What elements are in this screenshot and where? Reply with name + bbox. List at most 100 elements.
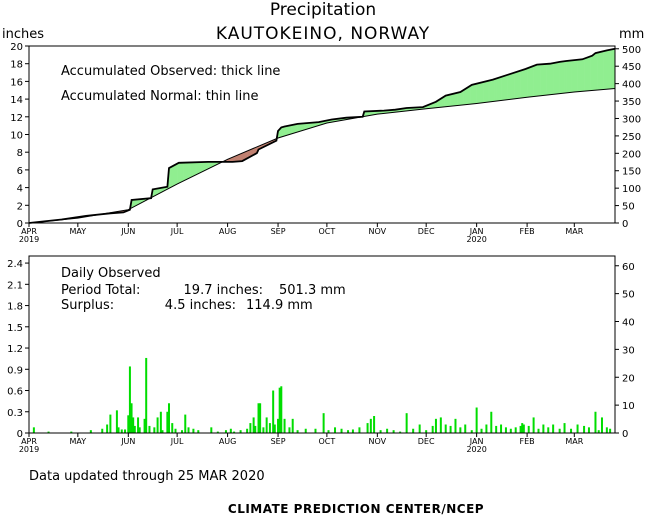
surplus-area <box>405 108 407 112</box>
daily-bar <box>587 427 590 433</box>
surplus-area <box>439 99 442 108</box>
daily-bar <box>537 428 540 433</box>
daily-bar <box>532 417 535 433</box>
accumulated-x-month-label: MAR <box>565 227 583 236</box>
daily-bar <box>464 424 467 433</box>
surplus-area <box>444 96 447 107</box>
surplus-area <box>408 107 411 111</box>
surplus-area <box>308 122 311 129</box>
surplus-area <box>291 125 293 134</box>
surplus-area <box>282 126 285 137</box>
daily-bar <box>600 417 603 433</box>
surplus-area <box>553 62 556 95</box>
surplus-area <box>605 50 608 90</box>
daily-bar <box>210 427 213 433</box>
accumulated-x-year-label: 2020 <box>466 235 486 244</box>
daily-bar <box>399 431 402 433</box>
surplus-area <box>331 119 334 122</box>
surplus-area <box>507 74 510 100</box>
surplus-area <box>431 103 433 109</box>
surplus-area <box>518 70 521 99</box>
daily-bar <box>167 403 170 433</box>
daily-bar <box>106 424 109 433</box>
daily-left-axis: 0 0.3 0.6 0.9 1.2 1.5 1.8 2.1 2.4 <box>7 259 29 440</box>
surplus-area <box>323 120 326 124</box>
accumulated-x-month-label: JUN <box>120 227 135 236</box>
deficit-area <box>266 142 269 146</box>
surplus-area <box>527 68 530 98</box>
surplus-area <box>159 188 162 194</box>
daily-x-month-label: SEP <box>271 437 286 446</box>
daily-bar <box>570 428 573 433</box>
surplus-area <box>170 166 173 188</box>
daily-left-tick-label: 1.2 <box>7 344 23 355</box>
daily-bar <box>127 415 130 433</box>
daily-bar <box>224 430 227 433</box>
surplus-area <box>471 84 474 104</box>
surplus-area <box>429 104 432 109</box>
daily-x-month-label: MAR <box>565 437 583 446</box>
daily-bar <box>576 424 579 433</box>
period-total-mm: 501.3 mm <box>279 283 346 298</box>
surplus-area <box>514 72 517 99</box>
daily-bar <box>490 411 493 433</box>
daily-bar <box>249 423 252 433</box>
daily-bar <box>130 403 133 433</box>
surplus-area <box>144 198 147 201</box>
surplus-area <box>460 91 463 106</box>
daily-bar <box>495 425 498 433</box>
deficit-area <box>235 155 238 162</box>
daily-bar <box>137 417 140 433</box>
daily-bar <box>475 407 478 433</box>
daily-bar <box>128 366 131 433</box>
surplus-area <box>588 56 591 91</box>
surplus-area <box>584 58 586 92</box>
accumulated-right-tick-label: 300 <box>622 114 641 125</box>
daily-bar <box>594 411 597 433</box>
surplus-area <box>206 161 209 170</box>
daily-bar <box>470 430 473 433</box>
surplus-area <box>608 49 611 89</box>
daily-bar <box>373 416 376 433</box>
daily-bar <box>120 429 123 433</box>
daily-legend: Daily Observed <box>61 266 161 281</box>
surplus-area <box>483 81 486 103</box>
daily-bar <box>583 425 586 433</box>
surplus-area <box>479 82 482 104</box>
deficit-area <box>255 147 258 154</box>
daily-x-month-label: OCT <box>318 437 335 446</box>
daily-bar <box>597 430 600 433</box>
accumulated-right-tick-label: 400 <box>622 80 641 91</box>
surplus-area <box>465 88 468 105</box>
surplus-area <box>457 92 460 106</box>
surplus-area <box>424 106 427 109</box>
surplus-area <box>185 162 188 180</box>
accumulated-x-month-label: DEC <box>418 227 435 236</box>
deficit-area <box>260 145 263 149</box>
daily-bar <box>527 425 530 433</box>
surplus-area <box>214 161 217 166</box>
surplus-area <box>481 82 484 103</box>
surplus-area <box>566 60 569 93</box>
surplus-area <box>450 94 453 107</box>
daily-bar <box>47 431 50 433</box>
legend-observed: Accumulated Observed: thick line <box>61 64 280 79</box>
surplus-area <box>395 109 398 113</box>
surplus-area <box>418 107 420 110</box>
surplus-area <box>559 61 562 94</box>
daily-bar <box>70 431 73 433</box>
daily-bar <box>480 428 483 433</box>
surplus-area <box>512 72 515 100</box>
daily-bar <box>563 423 566 433</box>
daily-bar <box>259 403 262 433</box>
daily-bar <box>449 425 452 433</box>
daily-bar <box>444 424 447 433</box>
surplus-area <box>538 64 541 96</box>
accumulated-right-tick-label: 500 <box>622 45 641 56</box>
surplus-area <box>294 124 297 133</box>
surplus-area <box>533 65 536 97</box>
daily-x-year-label: 2020 <box>466 445 486 454</box>
accumulated-panel: 0 2 4 6 8 10 12 14 16 18 20 0 50 100 150 200 250 300 350 4… <box>10 42 641 244</box>
daily-bar <box>514 427 517 433</box>
daily-bar <box>246 428 249 433</box>
